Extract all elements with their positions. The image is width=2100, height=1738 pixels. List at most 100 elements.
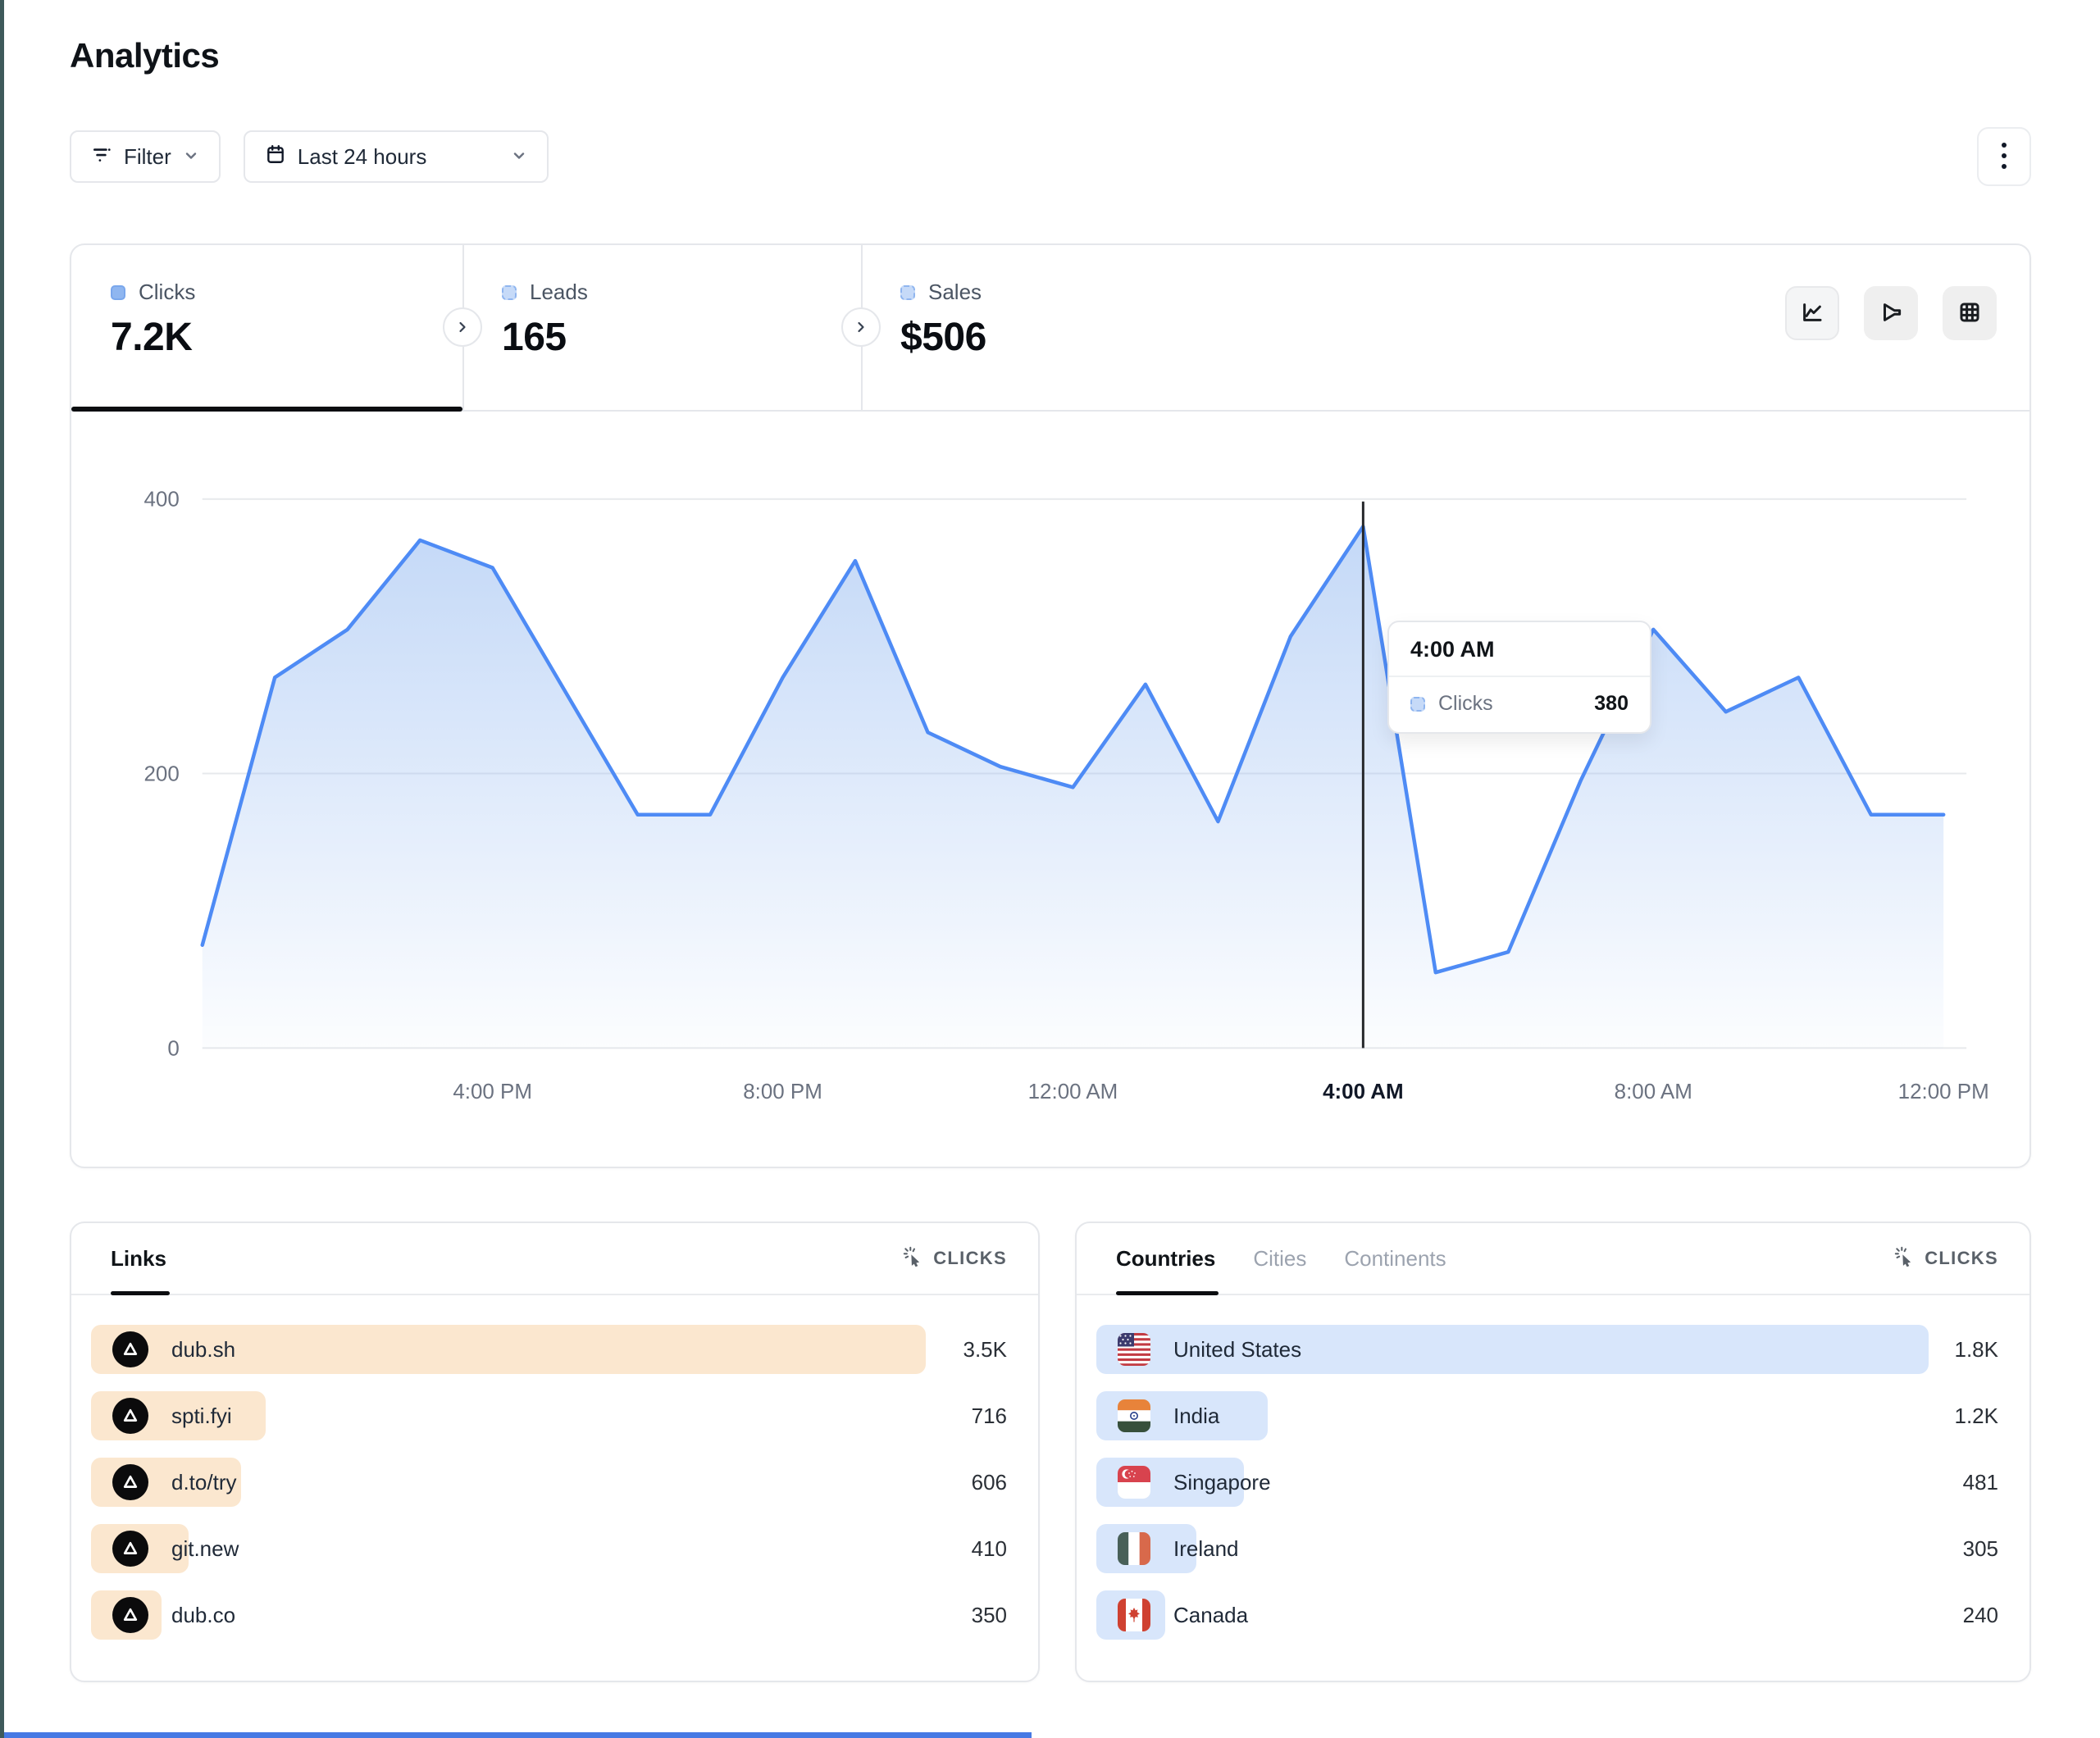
svg-text:4:00 AM: 4:00 AM [1323,1081,1404,1103]
cursor-click-icon [902,1245,923,1272]
country-label: United States [1173,1336,1302,1362]
link-label: spti.fyi [171,1403,232,1428]
chevron-down-icon [183,144,199,170]
country-label: Canada [1173,1602,1249,1627]
india-flag-icon [1118,1399,1150,1432]
country-label: Singapore [1173,1469,1271,1495]
ireland-flag-icon [1118,1532,1150,1565]
country-label: India [1173,1403,1220,1428]
links-list: dub.sh 3.5K spti.fyi 716 d.to/try 606 [71,1295,1038,1640]
metric-label: CLICKS [1925,1248,1998,1268]
dub-logo-avatar [112,1531,148,1567]
dub-logo-avatar [112,1464,148,1500]
us-flag-icon [1118,1333,1150,1366]
countries-metric-header[interactable]: CLICKS [1893,1245,1998,1272]
dub-logo-avatar [112,1398,148,1434]
tooltip-series-indicator [1410,696,1425,712]
toolbar: Filter Last 24 hours [70,127,2031,186]
filter-button-label: Filter [124,143,171,169]
grid-table-icon [1957,300,1982,327]
link-clicks-value: 3.5K [963,1336,1008,1362]
link-clicks-value: 350 [971,1602,1007,1627]
filter-button[interactable]: Filter [70,130,221,183]
country-clicks-value: 305 [1962,1536,1998,1561]
page-title: Analytics [70,36,220,75]
list-item-link[interactable]: git.new 410 [91,1524,1007,1573]
expand-sales-button[interactable] [841,307,881,347]
stat-label: Clicks [139,280,196,304]
country-label: Ireland [1173,1536,1239,1561]
funnel-icon [1879,300,1903,327]
singapore-flag-icon [1118,1466,1150,1499]
sales-series-indicator [900,284,915,300]
stat-label: Leads [530,280,588,304]
filter-icon [91,143,112,171]
tooltip-value: 380 [1594,692,1629,715]
country-clicks-value: 481 [1962,1469,1998,1495]
svg-text:8:00 AM: 8:00 AM [1615,1081,1692,1103]
dub-logo-avatar [112,1331,148,1367]
links-panel: Links CLICKS dub.sh 3.5K [70,1222,1040,1682]
stats-tab-row: Clicks 7.2K Leads 165 Sales $506 [71,245,2029,412]
link-clicks-value: 716 [971,1403,1007,1428]
tooltip-series-label: Clicks [1438,692,1493,715]
tab-countries[interactable]: Countries [1116,1223,1219,1295]
stat-value: 165 [502,316,567,359]
canada-flag-icon [1118,1599,1150,1631]
line-chart-icon [1800,300,1824,327]
leads-series-indicator [502,284,517,300]
tab-continents[interactable]: Continents [1344,1245,1446,1271]
link-clicks-value: 410 [971,1536,1007,1561]
list-item-link[interactable]: dub.sh 3.5K [91,1325,1007,1374]
expand-leads-button[interactable] [443,307,482,347]
table-view-button[interactable] [1943,286,1997,340]
list-item-country[interactable]: Canada 240 [1096,1590,1998,1640]
horizontal-scrollbar[interactable] [4,1732,1032,1738]
stat-value: $506 [900,316,986,359]
chart-tooltip: 4:00 AM Clicks 380 [1387,621,1651,734]
clicks-series-indicator [111,284,125,300]
links-metric-header[interactable]: CLICKS [902,1245,1007,1272]
list-item-country[interactable]: Singapore 481 [1096,1458,1998,1507]
list-item-country[interactable]: United States 1.8K [1096,1325,1998,1374]
stat-tab-clicks[interactable]: Clicks 7.2K [71,245,462,410]
funnel-view-button[interactable] [1864,286,1918,340]
list-item-link[interactable]: spti.fyi 716 [91,1391,1007,1440]
list-item-link[interactable]: dub.co 350 [91,1590,1007,1640]
country-clicks-value: 240 [1962,1602,1998,1627]
calendar-icon [265,143,286,171]
link-label: git.new [171,1536,239,1561]
window-edge-accent [0,0,4,1738]
svg-text:0: 0 [167,1037,179,1060]
line-chart-view-button[interactable] [1785,286,1839,340]
cursor-click-icon [1893,1245,1915,1272]
list-item-link[interactable]: d.to/try 606 [91,1458,1007,1507]
tab-links[interactable]: Links [111,1223,170,1295]
svg-text:400: 400 [143,489,179,512]
countries-list: United States 1.8K India 1.2K [1077,1295,2029,1640]
value-bar [91,1325,926,1374]
list-item-country[interactable]: Ireland 305 [1096,1524,1998,1573]
link-label: d.to/try [171,1469,237,1495]
chart-canvas[interactable]: 0 200 400 4:00 PM 8:00 PM 12:00 AM 4:00 AM 8:00… [71,412,2029,1168]
svg-text:12:00 AM: 12:00 AM [1028,1081,1118,1103]
clicks-area-chart[interactable]: 0 200 400 4:00 PM 8:00 PM 12:00 AM 4:00 AM 8:00… [71,412,2029,1168]
dub-logo-avatar [112,1597,148,1633]
list-item-country[interactable]: India 1.2K [1096,1391,1998,1440]
more-options-button[interactable] [1977,127,2031,186]
kebab-menu-icon [2000,139,2008,175]
link-label: dub.sh [171,1336,236,1362]
svg-text:200: 200 [143,763,179,786]
value-bar [1096,1325,1929,1374]
analytics-chart-card: Clicks 7.2K Leads 165 Sales $506 [70,243,2031,1168]
svg-text:12:00 PM: 12:00 PM [1898,1081,1989,1103]
stat-value: 7.2K [111,316,193,359]
link-label: dub.co [171,1602,236,1627]
date-range-button[interactable]: Last 24 hours [243,130,549,183]
stat-tab-sales[interactable]: Sales $506 [861,245,986,410]
stat-tab-leads[interactable]: Leads 165 [462,245,861,410]
tab-cities[interactable]: Cities [1253,1245,1307,1271]
chart-view-toggles [1785,286,1997,340]
svg-text:8:00 PM: 8:00 PM [743,1081,822,1103]
svg-text:4:00 PM: 4:00 PM [453,1081,532,1103]
